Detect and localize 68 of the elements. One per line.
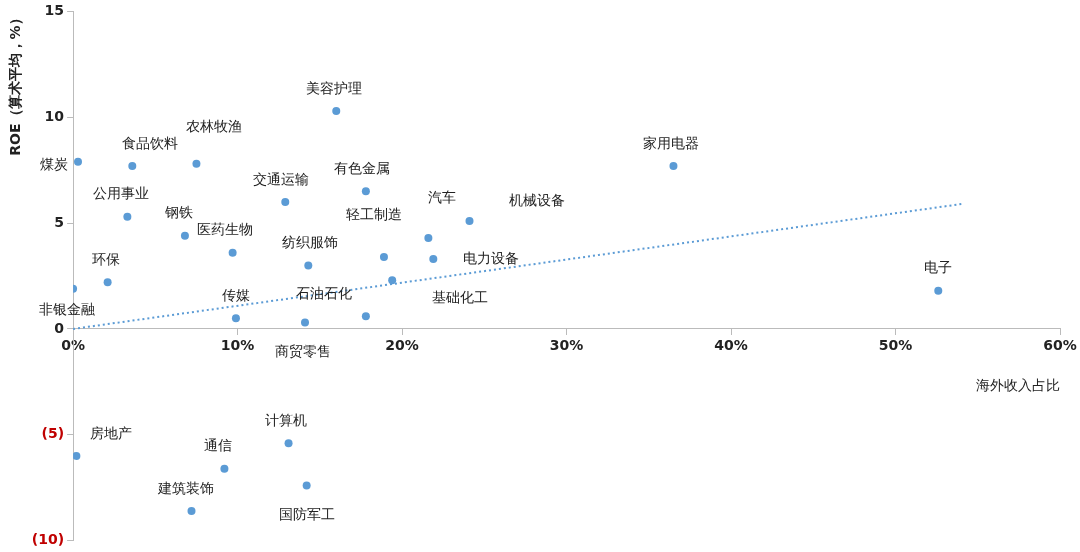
x-tick-label: 40% [714, 336, 748, 353]
annotation: 房地产 [90, 424, 133, 441]
point [281, 197, 290, 206]
annotation: 纺织服饰 [282, 234, 339, 251]
annotation: 医药生物 [196, 221, 253, 238]
y-tick-label: 0 [54, 319, 65, 336]
annotation: 基础化工 [432, 288, 489, 305]
y-tick-label: (10) [31, 531, 65, 548]
annotation: 电子 [924, 259, 953, 276]
annotation: 电力设备 [463, 249, 520, 266]
annotation: 环保 [91, 250, 120, 267]
annotation: 轻工制造 [345, 205, 402, 222]
point [73, 451, 81, 460]
annotation: 计算机 [264, 411, 307, 428]
annotation: 通信 [204, 437, 233, 454]
point [429, 255, 438, 264]
point [123, 212, 132, 221]
annotation: 商贸零售 [275, 343, 332, 360]
point [361, 187, 370, 196]
point [231, 314, 240, 323]
y-tick-label: (5) [41, 425, 65, 442]
annotation: 家用电器 [643, 134, 700, 151]
point [379, 252, 388, 261]
point [304, 261, 313, 270]
y-tick-label: 15 [44, 2, 65, 19]
annotation: 煤炭 [40, 156, 69, 173]
point [74, 157, 83, 166]
point [220, 464, 229, 473]
annotation: 农林牧渔 [186, 118, 243, 135]
annotation: 机械设备 [509, 191, 566, 208]
point [934, 286, 943, 295]
annotation: 有色金属 [333, 159, 390, 176]
point [128, 161, 137, 170]
annotation: 美容护理 [306, 79, 363, 96]
annotation: 食品饮料 [122, 134, 179, 151]
x-tick-label: 30% [549, 336, 584, 353]
point [284, 439, 293, 448]
point [302, 481, 311, 490]
annotation: 汽车 [428, 188, 457, 205]
x-tick-label: 50% [878, 336, 913, 353]
point [187, 506, 196, 515]
point [424, 233, 433, 242]
x-tick-label: 10% [220, 336, 255, 353]
point [228, 248, 237, 257]
point [388, 276, 397, 285]
point [669, 161, 678, 170]
point [192, 159, 201, 168]
point [180, 231, 189, 240]
annotation: 非银金融 [39, 301, 96, 318]
annotation: 公用事业 [93, 185, 150, 202]
x-tick-label: 60% [1043, 336, 1077, 353]
annotation: 钢铁 [163, 204, 193, 221]
annotation: 建筑装饰 [156, 479, 214, 496]
annotation: 传媒 [221, 286, 250, 303]
y-axis-title: ROE（算术平均，%） [7, 11, 24, 156]
annotation: 交通运输 [253, 170, 310, 187]
point [361, 312, 370, 321]
y-tick-label: 5 [54, 213, 65, 230]
annotation: 石油石化 [295, 284, 352, 301]
point [103, 278, 112, 287]
point [301, 318, 310, 327]
y-tick-label: 10 [44, 107, 65, 124]
x-tick-label: 0% [61, 336, 85, 353]
annotation: 国防军工 [278, 506, 335, 523]
x-tick-label: 20% [385, 336, 419, 353]
point [332, 106, 341, 115]
point [465, 216, 474, 225]
x-axis-title: 海外收入占比 [976, 376, 1060, 393]
